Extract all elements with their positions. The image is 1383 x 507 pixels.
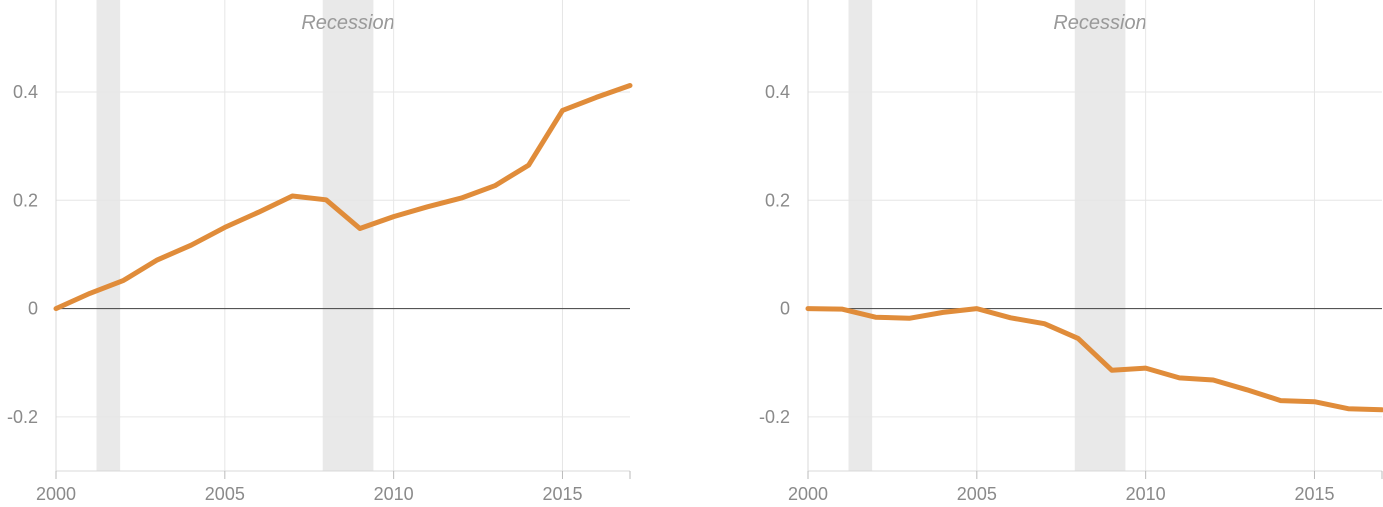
recession-label: Recession	[1053, 12, 1146, 34]
recession-band	[848, 0, 873, 471]
recession-label: Recession	[301, 12, 394, 34]
recession-band	[322, 0, 374, 471]
chart-panel-1: Recession 2000 2005 2010 2015 -0.2 0 0.2 0.4	[7, 0, 633, 504]
y-tick-label: -0.2	[759, 407, 790, 427]
y-tick-label: 0.4	[765, 82, 790, 102]
x-tick-label: 2010	[1126, 484, 1166, 504]
x-tick-label: 2015	[1294, 484, 1334, 504]
y-tick-label: 0	[780, 299, 790, 319]
y-tick-label: 0.2	[13, 190, 38, 210]
x-tick-label: 2000	[788, 484, 828, 504]
y-tick-label: 0.4	[13, 82, 38, 102]
chart-panel-2: Recession 2000 2005 2010 2015 -0.2 0 0.2 0.4	[759, 0, 1383, 504]
x-tick-label: 2005	[205, 484, 245, 504]
recession-band	[96, 0, 121, 471]
y-tick-label: 0.2	[765, 190, 790, 210]
x-tick-label: 2010	[374, 484, 414, 504]
y-tick-label: 0	[28, 299, 38, 319]
x-tick-label: 2000	[36, 484, 76, 504]
recession-band	[1074, 0, 1126, 471]
x-tick-label: 2005	[957, 484, 997, 504]
series-line	[53, 83, 633, 312]
series-line	[805, 306, 1383, 413]
x-tick-label: 2015	[542, 484, 582, 504]
y-tick-label: -0.2	[7, 407, 38, 427]
